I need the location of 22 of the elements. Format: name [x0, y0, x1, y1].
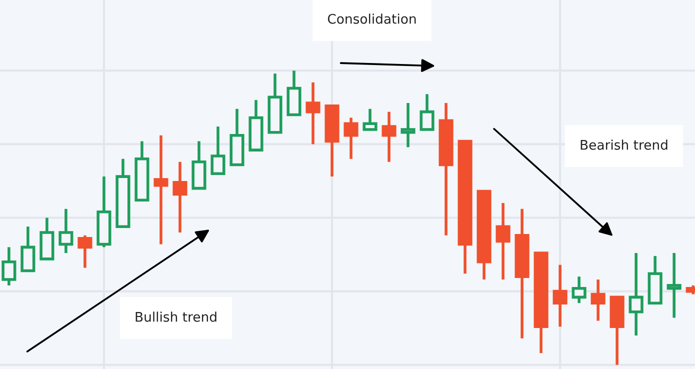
- text: Consolidation: [328, 14, 416, 24]
- candlestick: [154, 134, 168, 246]
- candlestick: [78, 234, 92, 270]
- candlestick: [628, 252, 644, 337]
- candlestick: [590, 278, 606, 322]
- candlestick: [496, 202, 510, 281]
- candlestick: [20, 225, 36, 272]
- candlestick: [666, 252, 682, 320]
- candlestick: [58, 208, 74, 254]
- candlestick: [362, 107, 378, 131]
- candlestick: [2, 246, 16, 287]
- candlestick: [400, 102, 416, 149]
- candlestick: [572, 275, 586, 304]
- candlestick: [344, 116, 358, 160]
- annotation: Bearish trend: [580, 140, 668, 150]
- candlestick: [552, 263, 568, 328]
- candlestick: [420, 92, 434, 131]
- candlestick: [382, 110, 396, 164]
- candlestick: [210, 125, 226, 175]
- annotation: Bullish trend: [136, 312, 216, 322]
- candlestick: [306, 81, 320, 146]
- candlestick: [172, 160, 188, 234]
